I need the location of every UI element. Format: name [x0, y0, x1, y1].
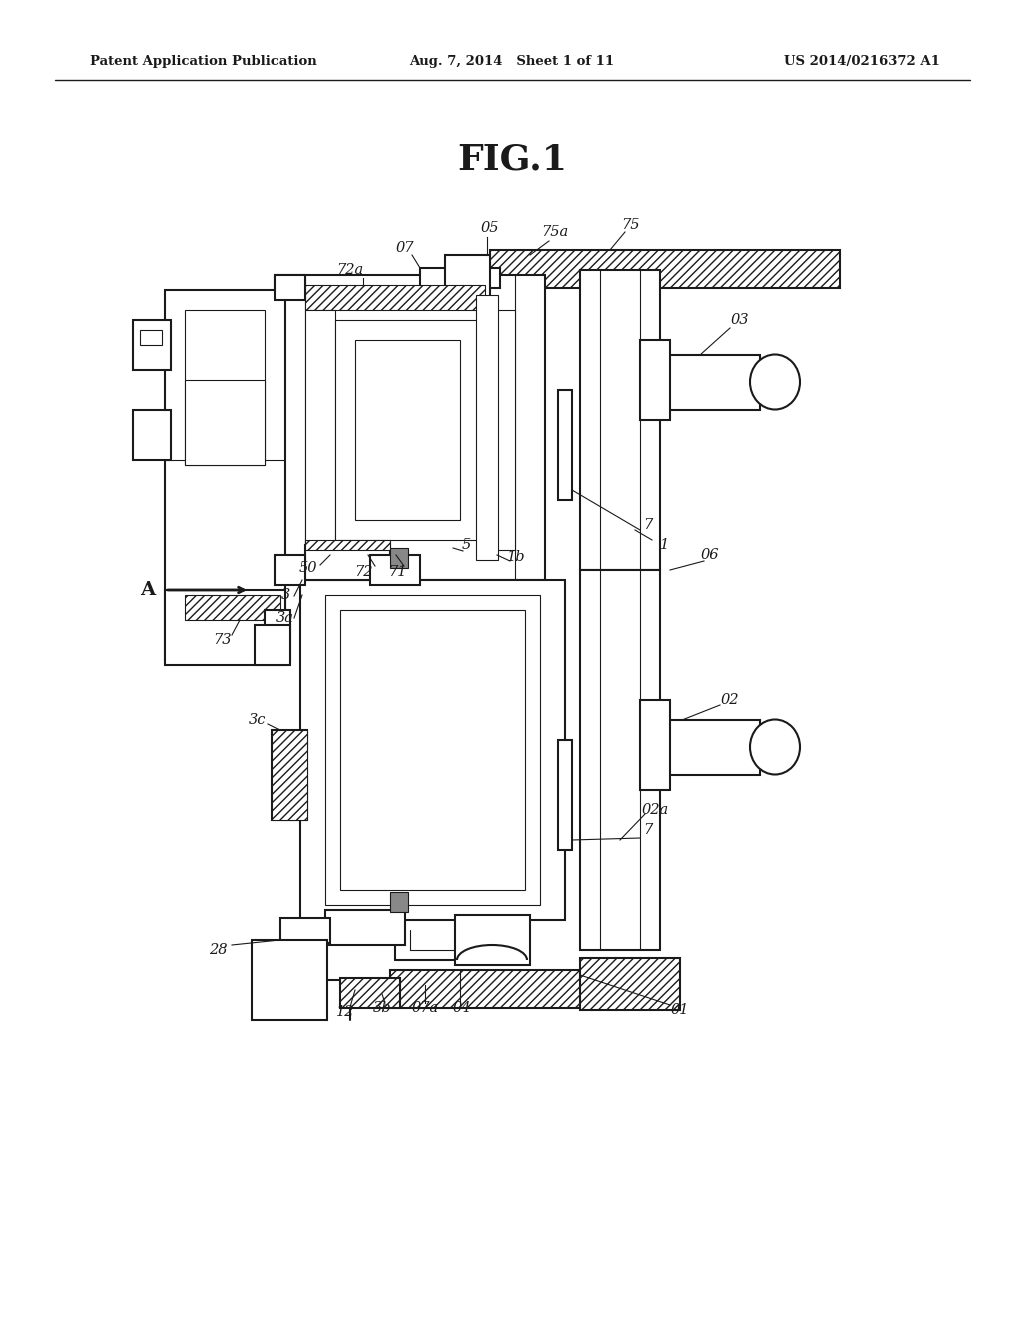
Text: 02a: 02a — [641, 803, 669, 817]
Bar — [275, 554, 305, 585]
Text: 04: 04 — [453, 1001, 471, 1015]
Text: 3: 3 — [281, 587, 290, 602]
Text: Aug. 7, 2014   Sheet 1 of 11: Aug. 7, 2014 Sheet 1 of 11 — [410, 55, 614, 69]
Bar — [660, 355, 760, 411]
Bar — [580, 271, 660, 570]
Bar — [390, 892, 408, 912]
Text: FIG.1: FIG.1 — [457, 143, 567, 177]
Bar — [660, 719, 760, 775]
Ellipse shape — [750, 355, 800, 409]
Bar — [455, 915, 530, 965]
Bar — [275, 275, 305, 300]
Bar — [476, 294, 498, 560]
Bar — [252, 940, 327, 1020]
Text: 1: 1 — [660, 539, 670, 552]
Text: 5: 5 — [462, 539, 471, 552]
Text: 01: 01 — [671, 1003, 689, 1016]
Text: 06: 06 — [700, 548, 719, 562]
Bar — [325, 909, 406, 945]
Bar — [370, 554, 420, 585]
Text: 3a: 3a — [276, 611, 294, 624]
Bar — [305, 310, 335, 550]
Text: 3b: 3b — [373, 1001, 391, 1015]
Bar — [355, 341, 460, 520]
Bar — [420, 268, 500, 288]
Text: 7: 7 — [643, 822, 652, 837]
Text: 07: 07 — [395, 242, 415, 255]
Text: 73: 73 — [213, 634, 231, 647]
Bar — [580, 958, 680, 1010]
Bar — [280, 917, 330, 942]
Text: A: A — [140, 581, 155, 599]
Text: 72a: 72a — [336, 263, 364, 277]
Bar — [335, 319, 480, 540]
Bar — [275, 275, 545, 579]
Bar — [305, 285, 485, 310]
Text: 72: 72 — [353, 565, 373, 579]
Bar — [272, 730, 307, 820]
Bar — [265, 610, 290, 660]
Bar — [133, 411, 171, 459]
Bar — [558, 389, 572, 500]
Bar — [640, 341, 670, 420]
Text: 71: 71 — [388, 565, 407, 579]
Bar — [305, 545, 390, 579]
Bar — [165, 290, 285, 660]
Text: 7: 7 — [643, 517, 652, 532]
Bar — [640, 700, 670, 789]
Bar — [580, 570, 660, 950]
Text: 07a: 07a — [412, 1001, 438, 1015]
Bar — [340, 978, 400, 1008]
Bar — [185, 595, 280, 620]
Bar — [272, 730, 307, 820]
Text: Patent Application Publication: Patent Application Publication — [90, 55, 316, 69]
Bar — [140, 330, 162, 345]
Text: 75a: 75a — [542, 224, 568, 239]
Text: 1b: 1b — [507, 550, 525, 564]
Text: 05: 05 — [480, 220, 500, 235]
Bar — [185, 380, 265, 465]
Bar — [490, 249, 840, 288]
Bar — [390, 548, 408, 568]
Bar — [185, 310, 265, 465]
Bar — [558, 741, 572, 850]
Bar — [480, 310, 515, 550]
Text: 3c: 3c — [249, 713, 266, 727]
Ellipse shape — [750, 719, 800, 775]
Bar — [325, 595, 540, 906]
Text: 75: 75 — [621, 218, 639, 232]
Bar — [340, 610, 525, 890]
Bar — [255, 624, 290, 665]
Bar — [445, 255, 490, 305]
Text: 12: 12 — [336, 1005, 354, 1019]
Bar — [305, 540, 390, 550]
Bar — [165, 590, 285, 665]
Text: 50: 50 — [299, 561, 317, 576]
Text: 03: 03 — [731, 313, 750, 327]
Bar — [390, 970, 670, 1008]
Text: 28: 28 — [209, 942, 227, 957]
Bar — [300, 579, 565, 920]
Text: US 2014/0216372 A1: US 2014/0216372 A1 — [784, 55, 940, 69]
Bar — [133, 319, 171, 370]
Text: 02: 02 — [721, 693, 739, 708]
